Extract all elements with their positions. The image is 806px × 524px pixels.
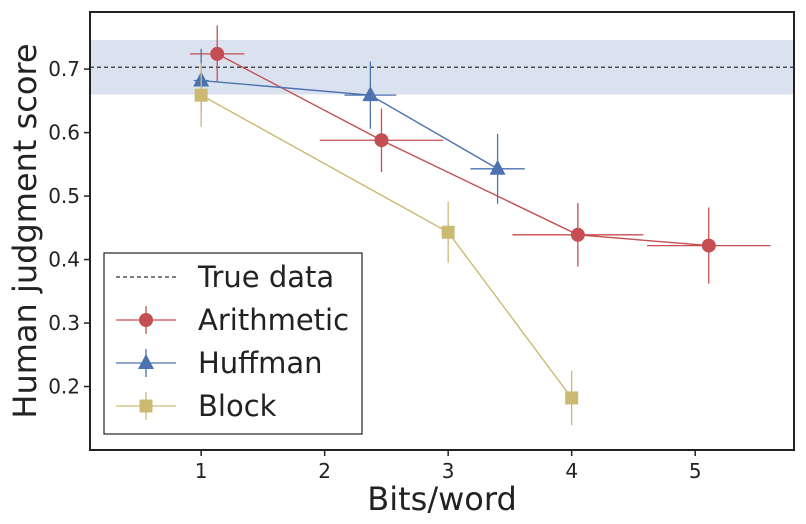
series-arithmetic [190,25,771,284]
legend-item-block: Block [116,389,277,423]
x-tick-label: 2 [318,459,331,483]
plot-frame [89,11,795,451]
data-point [565,391,579,405]
legend-label: Block [198,389,277,423]
legend-item-true-data: True data [116,260,334,294]
y-tick-label: 0.4 [48,248,80,272]
data-point [441,225,455,239]
y-tick-label: 0.6 [48,121,80,145]
x-tick-label: 1 [195,459,208,483]
y-tick-label: 0.3 [48,311,80,335]
x-axis: 1 2 3 4 5 [195,450,702,483]
data-point [489,159,506,175]
series-line-arithmetic [216,53,709,247]
legend-item-huffman: Huffman [116,346,323,380]
legend-swatch-marker [139,399,153,413]
legend: True data Arithmetic Huffman Block [103,252,363,435]
data-point [210,46,225,61]
y-axis-label: Human judgment score [6,43,44,418]
data-point [194,88,208,102]
legend-item-arithmetic: Arithmetic [116,303,349,337]
legend-label: Arithmetic [198,303,349,337]
data-point [701,238,716,253]
legend-label: Huffman [198,346,323,380]
x-axis-label: Bits/word [367,480,517,518]
x-tick-label: 5 [689,459,702,483]
y-tick-label: 0.2 [48,375,80,399]
y-tick-label: 0.5 [48,184,80,208]
legend-swatch-marker [138,354,154,369]
data-point [362,86,379,102]
legend-label: True data [197,260,334,294]
x-tick-label: 4 [565,459,578,483]
y-axis: 0.2 0.3 0.4 0.5 0.6 0.7 [48,57,90,399]
data-point [374,133,389,148]
x-tick-label: 3 [442,459,455,483]
data-point [570,227,585,242]
series-block [194,63,579,426]
y-tick-label: 0.7 [48,57,80,81]
legend-swatch-marker [139,313,153,327]
